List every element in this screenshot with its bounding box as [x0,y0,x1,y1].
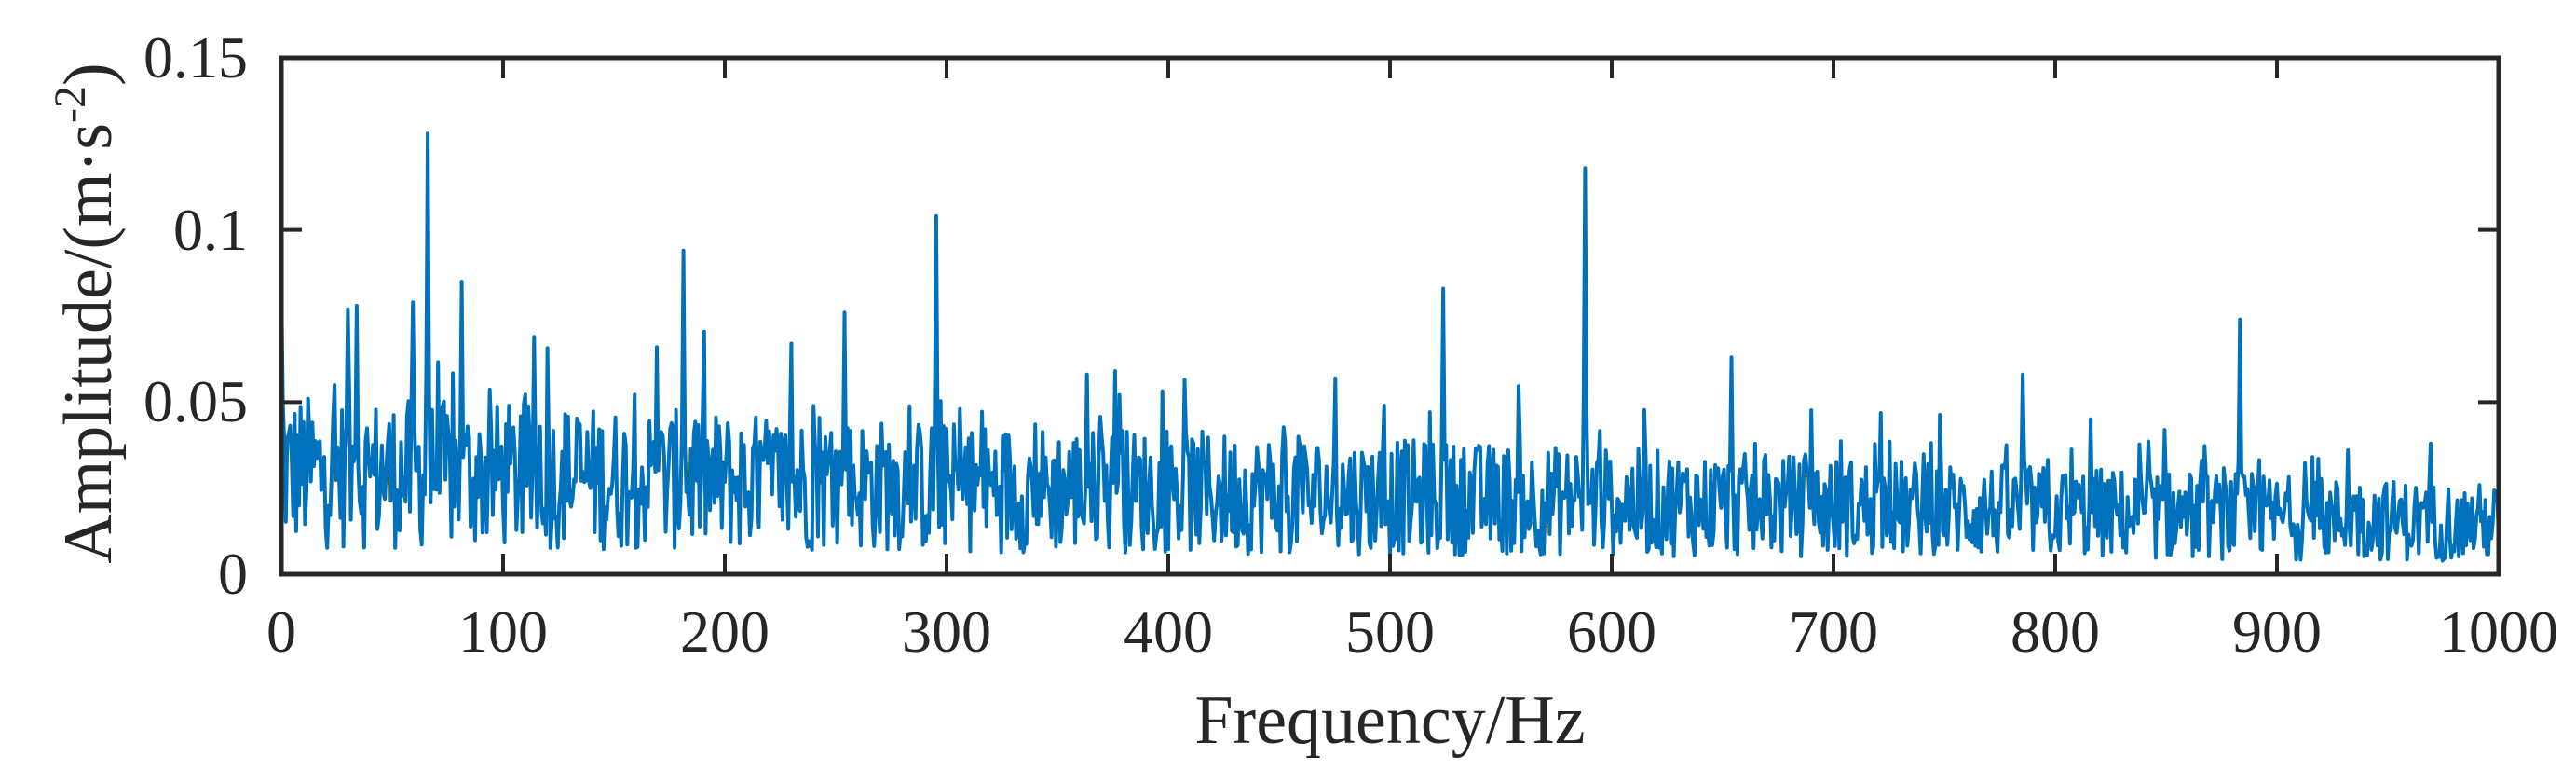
x-tick-label: 900 [2232,598,2322,665]
x-tick-label: 300 [902,598,991,665]
y-axis-label-close: ) [50,62,127,86]
x-tick-label: 800 [2010,598,2100,665]
x-tick-label: 400 [1124,598,1213,665]
y-tick-label: 0 [218,541,248,607]
x-tick-label: 700 [1789,598,1878,665]
x-tick-label: 0 [266,598,296,665]
y-tick-label: 0.05 [143,368,248,435]
spectrum-line [279,131,2501,563]
y-tick-label: 0.15 [143,24,248,90]
y-axis-label-main: Amplitude/(m·s [50,122,127,564]
x-tick-label: 1000 [2439,598,2558,665]
axes-box [279,55,2501,577]
y-tick-label: 0.1 [173,196,248,263]
x-tick-label: 500 [1345,598,1435,665]
x-tick-label: 600 [1567,598,1656,665]
x-tick-label: 200 [680,598,770,665]
y-axis-label-exponent: -2 [46,85,95,123]
x-axis-label: Frequency/Hz [1194,682,1586,759]
x-tick-label: 100 [458,598,548,665]
y-axis-label: Amplitude/(m·s-2) [46,62,127,563]
